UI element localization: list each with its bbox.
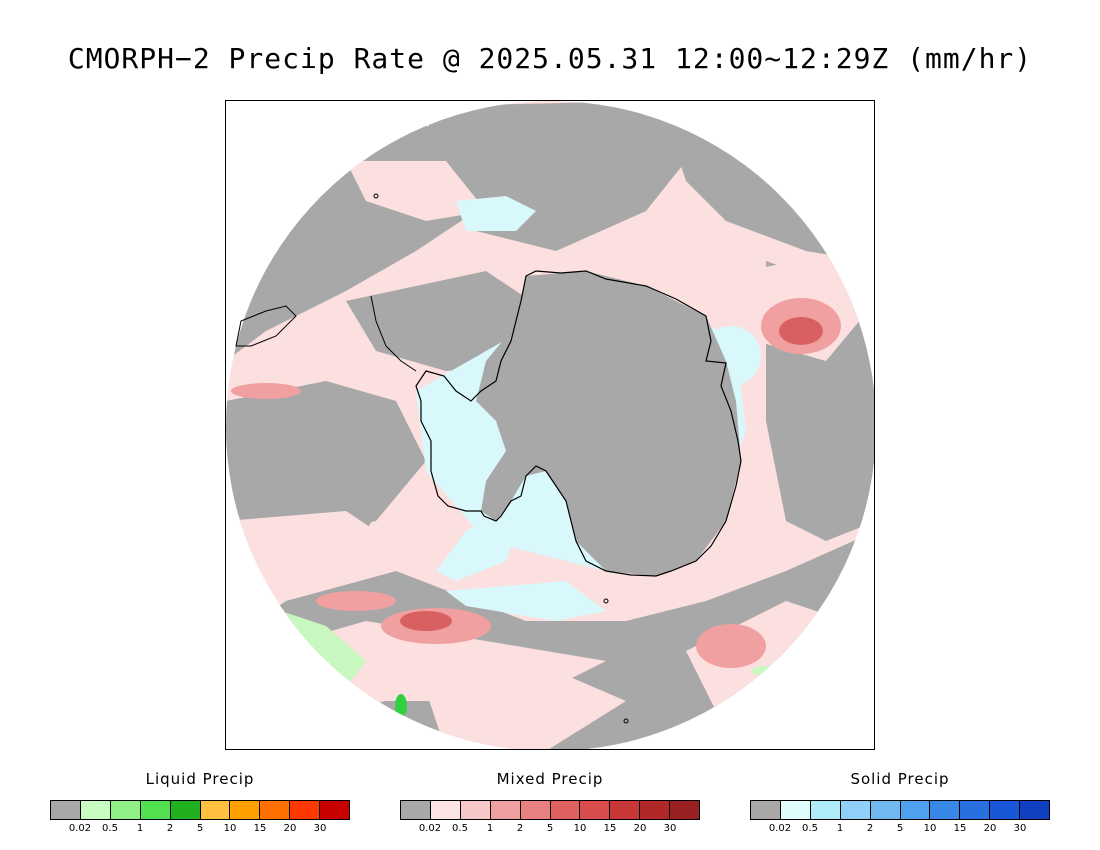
legend-swatch [670,801,700,819]
legend-swatch [430,801,461,819]
legend-tick-label: 0.5 [802,823,818,834]
mixed-precip-cell [400,611,452,631]
legend-tick-label: 10 [223,823,237,834]
legend-swatch [990,801,1021,819]
legend-ticks: 0.02 0.5 1 2 5 10 15 20 30 [750,823,1050,837]
mixed-precip-cell [231,383,301,399]
no-precip-region [226,421,396,531]
legend-swatch [490,801,521,819]
legend-swatch [170,801,201,819]
legend-swatch [230,801,261,819]
antarctica-interior [476,271,741,576]
legend-colorbar [400,800,700,820]
legend-swatch [260,801,291,819]
legend-swatch [840,801,871,819]
legend-swatch [1020,801,1050,819]
legend-swatch [200,801,231,819]
legend-tick-label: 0.02 [68,823,92,834]
legend-swatch [810,801,841,819]
legend-swatch [870,801,901,819]
legend-swatch [290,801,321,819]
legend-tick-label: 2 [516,823,524,834]
legend-swatch [780,801,811,819]
legend-liquid: Liquid Precip 0.02 0.5 1 2 5 10 15 20 30 [50,770,350,837]
legend-tick-label: 5 [546,823,554,834]
legend-swatch [960,801,991,819]
legend-swatch [930,801,961,819]
legend-swatch [401,801,431,819]
legend-swatch [751,801,781,819]
legend-tick-label: 10 [573,823,587,834]
legend-tick-label: 2 [166,823,174,834]
precip-field [226,101,874,749]
antarctica-coastline [415,270,742,577]
legend-swatch [550,801,581,819]
south-america-coastline [235,305,297,347]
solid-precip-area [456,196,536,231]
map-frame [225,100,875,750]
legend-swatch [51,801,81,819]
legend-swatch [460,801,491,819]
legend-tick-label: 30 [1013,823,1027,834]
legend-title: Liquid Precip [145,770,255,788]
legend-tick-label: 30 [663,823,677,834]
legend-swatch [640,801,671,819]
mixed-precip-cell [316,591,396,611]
island-outline [603,598,609,604]
legend-mixed: Mixed Precip 0.02 0.5 1 2 5 10 15 20 30 [400,770,700,837]
legend-swatch [610,801,641,819]
mixed-precip-band [426,671,626,749]
legend-tick-label: 0.02 [418,823,442,834]
island-outline [373,193,379,199]
legend-tick-label: 20 [283,823,297,834]
island-outline [623,718,629,724]
legend-swatch [900,801,931,819]
mixed-precip-cell [696,624,766,668]
legend-ticks: 0.02 0.5 1 2 5 10 15 20 30 [400,823,700,837]
legend-colorbar [50,800,350,820]
legend-ticks: 0.02 0.5 1 2 5 10 15 20 30 [50,823,350,837]
solid-precip-area [446,581,606,621]
legend-tick-label: 0.5 [452,823,468,834]
legend-swatch [80,801,111,819]
polar-precip-map [226,101,874,749]
legend-swatch [580,801,611,819]
legend-tick-label: 10 [923,823,937,834]
legend-swatch [520,801,551,819]
legend-tick-label: 0.5 [102,823,118,834]
mixed-precip-band [346,161,486,221]
legend-title: Solid Precip [850,770,950,788]
map-title: CMORPH−2 Precip Rate @ 2025.05.31 12:00~… [67,42,1033,75]
legend-swatch [110,801,141,819]
legend-swatch [320,801,350,819]
legend-tick-label: 0.02 [768,823,792,834]
peninsula-coastline [370,295,417,372]
mixed-precip-band [226,511,406,571]
legend-tick-label: 1 [486,823,494,834]
mixed-precip-cell [779,317,823,345]
legend-tick-label: 15 [253,823,267,834]
legend-solid: Solid Precip 0.02 0.5 1 2 5 10 15 20 30 [750,770,1050,837]
legend-tick-label: 15 [603,823,617,834]
legend-title: Mixed Precip [496,770,604,788]
liquid-precip-patch [751,666,781,676]
legend-tick-label: 30 [313,823,327,834]
legend-tick-label: 20 [633,823,647,834]
legend-tick-label: 20 [983,823,997,834]
legend-tick-label: 5 [196,823,204,834]
legend-tick-label: 15 [953,823,967,834]
legend-tick-label: 2 [866,823,874,834]
liquid-precip-patch [395,694,407,718]
legend-tick-label: 1 [836,823,844,834]
legend-colorbar [750,800,1050,820]
legend-tick-label: 1 [136,823,144,834]
legend-swatch [140,801,171,819]
legend-tick-label: 5 [896,823,904,834]
